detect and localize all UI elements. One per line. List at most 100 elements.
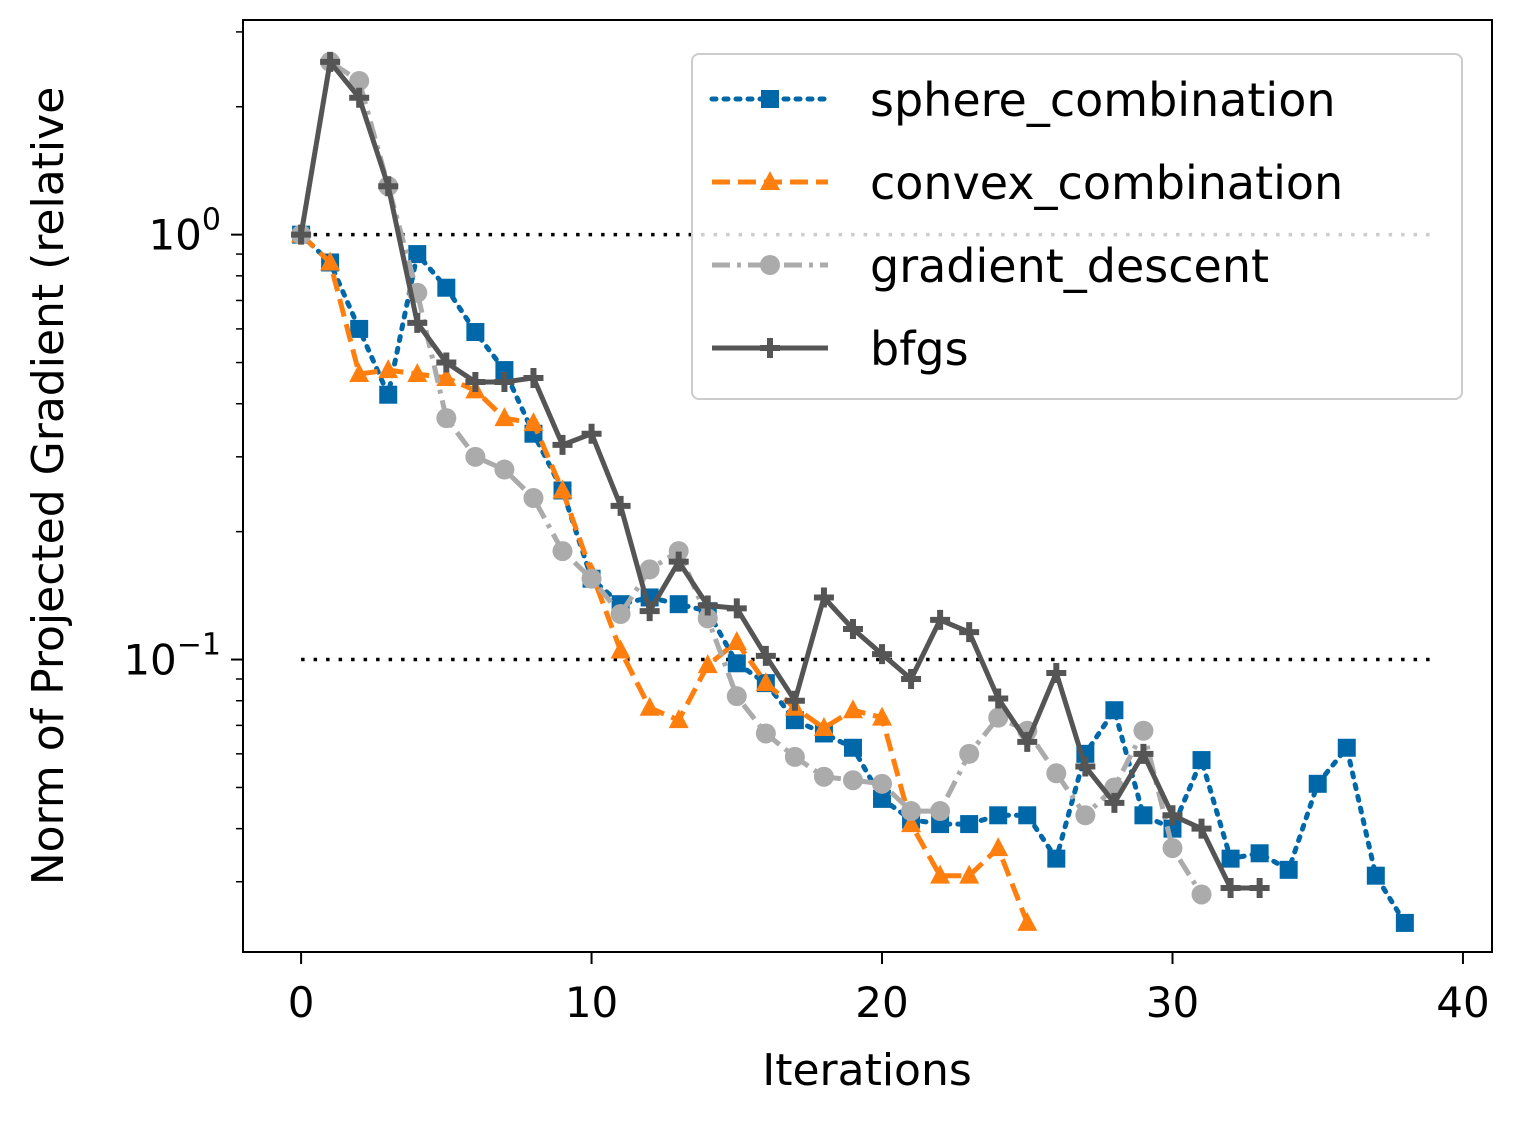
data-point-convex_combination-8	[523, 412, 544, 432]
legend-item-sphere_combination: sphere_combination	[709, 73, 1336, 127]
legend-item-bfgs: bfgs	[712, 322, 969, 376]
data-point-gradient_descent-29	[1133, 720, 1154, 741]
data-point-gradient_descent-15	[726, 686, 747, 707]
data-point-gradient_descent-10	[581, 568, 602, 589]
data-point-bfgs-28	[1104, 792, 1125, 813]
data-point-convex_combination-23	[959, 864, 980, 884]
data-point-bfgs-3	[378, 176, 399, 197]
series-gradient_descent	[291, 51, 1212, 905]
x-tick-label: 0	[288, 978, 315, 1027]
data-point-bfgs-23	[959, 622, 980, 643]
data-point-bfgs-7	[494, 371, 515, 392]
data-point-gradient_descent-12	[639, 559, 660, 580]
data-point-sphere_combination-34	[1279, 860, 1298, 879]
data-point-bfgs-11	[610, 495, 631, 516]
series-line-bfgs	[298, 59, 1260, 891]
data-point-gradient_descent-8	[523, 487, 544, 508]
data-point-convex_combination-19	[842, 699, 863, 719]
data-point-bfgs-12	[639, 601, 660, 622]
data-point-gradient_descent-17	[784, 746, 805, 767]
x-tick-label: 10	[565, 978, 618, 1027]
data-point-sphere_combination-4	[408, 245, 427, 264]
data-point-gradient_descent-16	[755, 723, 776, 744]
data-point-bfgs-30	[1162, 805, 1183, 826]
data-point-convex_combination-5	[436, 366, 457, 386]
data-point-sphere_combination-13	[669, 595, 688, 614]
data-point-convex_combination-7	[494, 407, 515, 427]
data-point-sphere_combination-6	[466, 323, 485, 342]
data-point-bfgs-22	[930, 609, 951, 630]
x-tick-label: 30	[1146, 978, 1199, 1027]
data-point-sphere_combination-26	[1047, 849, 1066, 868]
data-point-bfgs-5	[436, 352, 457, 373]
data-point-bfgs-8	[523, 367, 544, 388]
data-point-bfgs-21	[901, 668, 922, 689]
data-point-sphere_combination-29	[1134, 806, 1153, 825]
data-point-bfgs-6	[465, 371, 486, 392]
data-point-sphere_combination-25	[1018, 806, 1037, 825]
data-point-bfgs-26	[1046, 662, 1067, 683]
data-point-sphere_combination-3	[379, 385, 398, 404]
data-point-gradient_descent-19	[842, 770, 863, 791]
data-point-convex_combination-4	[407, 362, 428, 382]
data-point-sphere_combination-31	[1192, 751, 1211, 770]
legend-marker-sphere_combination	[761, 90, 779, 108]
data-point-sphere_combination-37	[1366, 866, 1385, 885]
data-point-bfgs-27	[1075, 756, 1096, 777]
legend: sphere_combination convex_combinationgrad…	[691, 53, 1463, 400]
legend-item-gradient_descent: gradient_descent	[712, 239, 1269, 293]
data-point-sphere_combination-35	[1308, 774, 1327, 793]
plot-area	[291, 51, 1434, 932]
data-point-bfgs-31	[1191, 818, 1212, 839]
data-point-convex_combination-16	[755, 672, 776, 692]
data-point-convex_combination-9	[552, 479, 573, 499]
data-point-gradient_descent-22	[930, 801, 951, 822]
data-point-convex_combination-18	[813, 717, 834, 737]
data-point-sphere_combination-36	[1337, 738, 1356, 757]
legend-label-sphere_combination: sphere_combination	[870, 73, 1336, 127]
data-point-sphere_combination-19	[843, 738, 862, 757]
data-point-bfgs-16	[755, 645, 776, 666]
axes-ticks: 0 10 20 30 40 100 10−1	[123, 31, 1490, 1027]
data-point-sphere_combination-33	[1250, 844, 1269, 863]
data-point-gradient_descent-26	[1046, 763, 1067, 784]
x-axis-label: Iterations	[762, 1045, 972, 1096]
data-point-bfgs-2	[349, 87, 370, 108]
data-point-convex_combination-25	[1017, 911, 1038, 931]
data-point-gradient_descent-30	[1162, 838, 1183, 859]
data-point-sphere_combination-2	[350, 319, 369, 338]
data-point-gradient_descent-7	[494, 459, 515, 480]
data-point-sphere_combination-28	[1105, 701, 1124, 720]
data-point-gradient_descent-13	[668, 541, 689, 562]
data-point-bfgs-14	[697, 595, 718, 616]
data-point-convex_combination-2	[349, 362, 370, 382]
data-point-gradient_descent-18	[813, 766, 834, 787]
y-tick-label: 10−1	[123, 628, 221, 685]
data-point-gradient_descent-31	[1191, 884, 1212, 905]
legend-label-bfgs: bfgs	[870, 322, 969, 376]
data-point-gradient_descent-11	[610, 604, 631, 625]
data-point-bfgs-0	[291, 224, 312, 245]
data-point-bfgs-32	[1220, 877, 1241, 898]
legend-label-convex_combination: convex_combination	[870, 156, 1343, 210]
data-point-bfgs-4	[407, 312, 428, 333]
data-point-convex_combination-12	[639, 696, 660, 716]
y-tick-label: 100	[148, 203, 221, 260]
data-point-gradient_descent-27	[1075, 805, 1096, 826]
x-tick-label: 20	[855, 978, 908, 1027]
data-point-convex_combination-20	[872, 706, 893, 726]
data-point-convex_combination-15	[726, 630, 747, 650]
data-point-bfgs-10	[581, 423, 602, 444]
data-point-bfgs-19	[842, 619, 863, 640]
y-axis-label: Norm of Projected Gradient (relative	[23, 87, 74, 886]
data-point-gradient_descent-21	[901, 801, 922, 822]
data-point-gradient_descent-9	[552, 541, 573, 562]
data-point-bfgs-17	[784, 690, 805, 711]
data-point-gradient_descent-5	[436, 408, 457, 429]
data-point-convex_combination-14	[697, 654, 718, 674]
data-point-gradient_descent-20	[872, 773, 893, 794]
data-point-sphere_combination-5	[437, 278, 456, 297]
legend-item-convex_combination: convex_combination	[712, 156, 1343, 210]
